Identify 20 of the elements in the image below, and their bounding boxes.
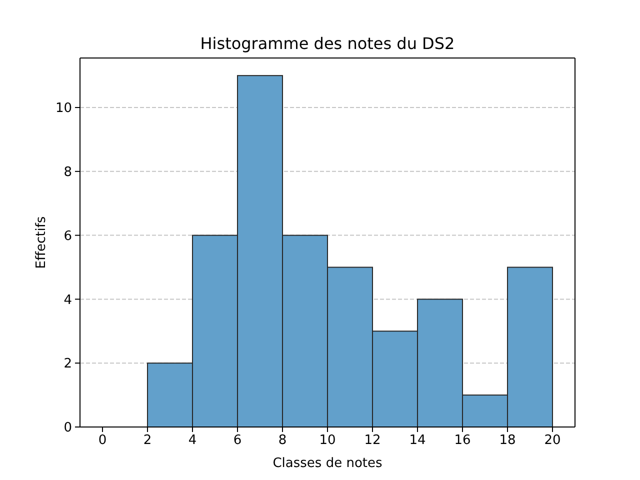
x-tick-label: 12 — [364, 433, 381, 448]
y-tick-label: 4 — [64, 292, 72, 308]
x-axis-title: Classes de notes — [272, 456, 382, 471]
x-tick-label: 18 — [499, 433, 516, 448]
x-tick-label: 14 — [409, 433, 426, 448]
x-tick-label: 6 — [233, 433, 242, 448]
y-tick-label: 10 — [55, 101, 72, 116]
chart-title: Histogramme des notes du DS2 — [200, 34, 455, 53]
y-axis-title: Effectifs — [34, 216, 49, 269]
x-tick-label: 10 — [319, 433, 336, 448]
x-tick-label: 20 — [544, 433, 561, 448]
y-tick-label: 0 — [64, 420, 72, 436]
y-tick-label: 8 — [64, 165, 72, 180]
x-tick-label: 0 — [98, 433, 107, 448]
x-tick-label: 2 — [143, 433, 152, 448]
y-tick-label: 6 — [64, 228, 72, 244]
x-tick-label: 8 — [278, 433, 287, 448]
y-tick-label: 2 — [64, 356, 72, 372]
x-tick-label: 16 — [454, 433, 471, 448]
x-tick-label: 4 — [188, 433, 197, 448]
